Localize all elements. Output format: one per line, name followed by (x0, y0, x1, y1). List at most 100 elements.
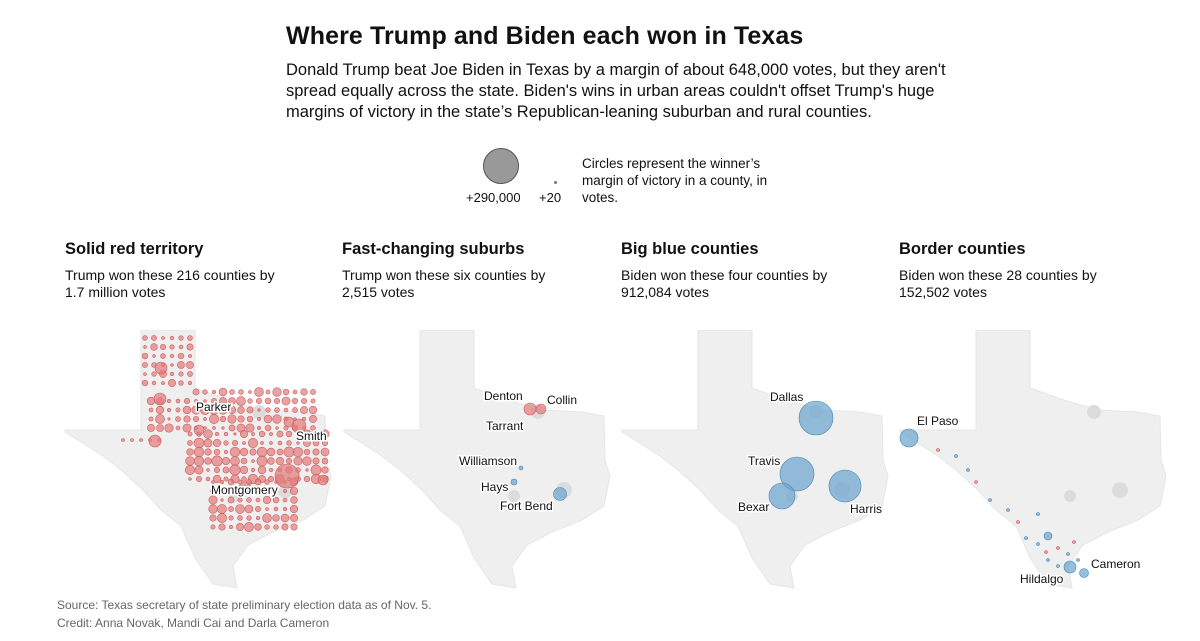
panel-description: Trump won these six counties by 2,515 vo… (342, 267, 546, 300)
county-dot (264, 397, 272, 405)
county-dot (269, 441, 273, 445)
county-dot (265, 507, 269, 511)
county-dot (263, 414, 273, 424)
county-dot (209, 514, 217, 522)
county-dot (246, 406, 254, 414)
county-dot (258, 430, 266, 438)
county-dot (1006, 508, 1010, 512)
county-dot (264, 524, 270, 530)
county-dot (203, 417, 207, 421)
county-dot (218, 523, 226, 531)
county-dot (283, 446, 295, 458)
county-dot (1016, 520, 1020, 524)
county-dot (283, 489, 287, 493)
county-dot (320, 429, 330, 439)
county-dot (290, 496, 298, 504)
county-dot (255, 397, 263, 405)
county-dot (228, 397, 236, 405)
county-dot (219, 397, 227, 405)
panel-heading: Solid red territory (65, 240, 204, 258)
map-label-smith: Smith (296, 429, 327, 443)
county-dot (152, 354, 156, 358)
county-dot (142, 362, 148, 368)
county-dot (208, 495, 218, 505)
county-dot (280, 513, 290, 523)
county-dot (310, 464, 322, 476)
county-dot (1036, 542, 1040, 546)
county-dot (264, 488, 270, 494)
county-dot (275, 456, 285, 466)
county-dot (161, 381, 165, 385)
county-dot (248, 390, 252, 394)
county-dot (227, 478, 235, 486)
county-dot (155, 405, 165, 415)
county-dot (1056, 546, 1060, 550)
county-dot (194, 399, 198, 403)
county-dot (289, 486, 299, 496)
county-dot (242, 441, 246, 445)
county-dot (310, 425, 316, 431)
county-dot (164, 423, 174, 433)
county-dot (170, 372, 174, 376)
county-dot (167, 399, 171, 403)
county-dot (187, 335, 193, 341)
map-label-parker: Parker (196, 400, 231, 414)
county-dot (292, 407, 298, 413)
williamson-dot (518, 465, 524, 471)
county-dot (281, 396, 291, 406)
county-dot (212, 474, 222, 484)
county-dot (269, 432, 273, 436)
county-dot (230, 456, 240, 466)
county-dot (246, 415, 254, 423)
el-paso-dot (899, 428, 919, 448)
county-dot (1024, 536, 1028, 540)
county-dot (936, 448, 940, 452)
county-dot (187, 380, 193, 386)
county-dot (229, 446, 241, 458)
county-dot (177, 361, 185, 369)
county-dot (153, 392, 167, 406)
county-dot (290, 514, 298, 522)
county-dot (240, 430, 248, 438)
county-dot (310, 389, 316, 395)
county-dot (247, 437, 259, 449)
county-dot (310, 398, 316, 404)
county-dot (150, 343, 158, 351)
county-dot (167, 417, 171, 421)
texas-map-solid-red: Parker Smith Montgomery (64, 330, 332, 589)
county-dot (193, 446, 205, 458)
county-dot (244, 504, 254, 514)
county-dot (256, 425, 262, 431)
county-dot (285, 430, 293, 438)
county-dot (223, 476, 229, 482)
county-dot (141, 352, 149, 360)
county-dot (184, 464, 196, 476)
county-dot (211, 389, 217, 395)
legend-large-circle (483, 148, 519, 184)
county-dot (237, 515, 243, 521)
county-dot (232, 440, 238, 446)
county-dot (227, 405, 237, 415)
panel-solid-red: Solid red territory Trump won these 216 … (65, 240, 335, 301)
county-dot (227, 414, 237, 424)
bexar-dot (768, 482, 796, 510)
county-dot (286, 440, 292, 446)
county-dot (305, 468, 309, 472)
county-dot (229, 464, 241, 476)
county-dot (264, 479, 270, 485)
county-dot (228, 424, 236, 432)
harris-dot (828, 469, 862, 503)
county-dot (272, 387, 282, 397)
panel-description: Biden won these 28 counties by 152,502 v… (899, 267, 1097, 300)
county-dot (218, 487, 226, 495)
county-dot (143, 372, 147, 376)
county-dot (213, 448, 221, 456)
map-label-cameron: Cameron (1091, 557, 1140, 571)
panel-suburbs: Fast-changing suburbs Trump won these si… (342, 240, 612, 301)
county-dot (148, 407, 154, 413)
county-dot (303, 439, 311, 447)
footer: Source: Texas secretary of state prelimi… (57, 596, 431, 632)
county-dot (217, 504, 227, 514)
county-dot (272, 496, 280, 504)
map-label-hays: Hays (481, 480, 508, 494)
